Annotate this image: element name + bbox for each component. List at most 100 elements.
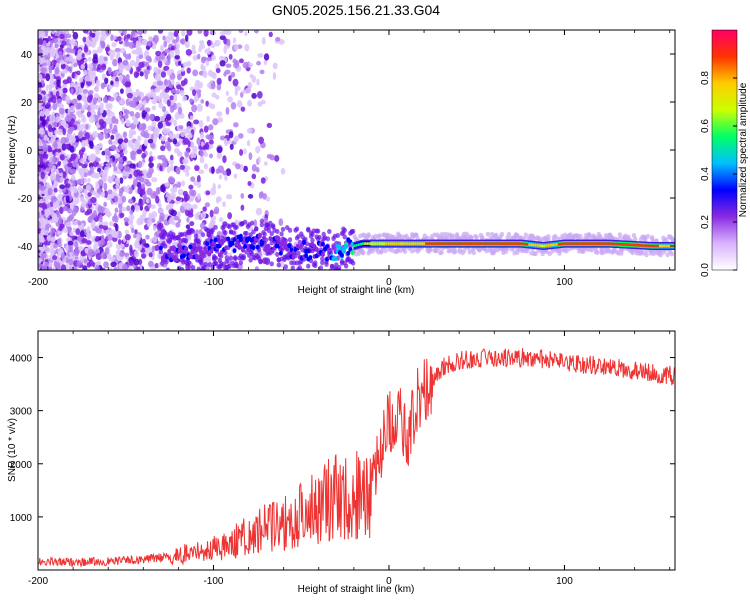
noise-speck <box>104 132 109 140</box>
noise-speck <box>119 212 125 219</box>
noise-speck <box>149 142 156 149</box>
noise-speck <box>186 30 193 36</box>
ridge-point <box>350 250 355 256</box>
noise-speck <box>232 78 239 87</box>
noise-speck <box>71 266 78 270</box>
noise-speck <box>55 151 59 157</box>
noise-speck <box>124 229 130 235</box>
ridge-halo <box>377 233 383 239</box>
ridge-halo <box>335 232 340 238</box>
noise-speck <box>101 63 107 71</box>
noise-speck <box>192 152 197 159</box>
noise-speck <box>249 73 254 79</box>
noise-speck <box>38 48 43 55</box>
noise-speck <box>238 133 244 139</box>
noise-speck <box>136 233 141 242</box>
noise-speck <box>64 95 71 103</box>
noise-speck <box>254 266 260 270</box>
ridge-point <box>238 233 243 239</box>
noise-speck <box>160 145 166 152</box>
y-tick-label: -20 <box>18 194 33 205</box>
noise-speck <box>52 88 57 96</box>
noise-speck <box>48 65 53 71</box>
ridge-halo <box>342 234 347 240</box>
ridge-core <box>414 242 418 245</box>
noise-speck <box>45 73 51 82</box>
noise-speck <box>103 221 109 226</box>
noise-speck <box>131 30 136 37</box>
noise-speck <box>146 187 153 196</box>
ridge-halo <box>276 262 281 268</box>
ridge-halo <box>196 266 201 270</box>
noise-speck <box>184 34 189 42</box>
noise-speck <box>39 185 46 192</box>
snr-y-label: SNR (10 * v/v) <box>7 418 18 482</box>
noise-speck <box>104 46 110 52</box>
noise-speck <box>278 218 284 226</box>
noise-speck <box>92 30 97 33</box>
noise-speck <box>63 137 70 143</box>
ridge-core <box>471 242 475 245</box>
noise-speck <box>124 233 131 241</box>
ridge-point <box>306 248 311 254</box>
noise-speck <box>269 154 275 161</box>
noise-speck <box>50 227 55 234</box>
ridge-core <box>530 243 534 247</box>
ridge-core <box>423 242 426 245</box>
noise-speck <box>44 194 49 202</box>
noise-speck <box>263 59 268 66</box>
ridge-core <box>642 244 645 247</box>
noise-speck <box>61 87 68 94</box>
noise-speck <box>179 89 185 97</box>
noise-speck <box>122 155 127 162</box>
noise-speck <box>160 71 167 78</box>
noise-speck <box>178 138 182 144</box>
noise-speck <box>76 70 81 76</box>
noise-speck <box>51 96 57 104</box>
ridge-halo <box>453 248 458 254</box>
noise-speck <box>251 164 257 172</box>
noise-speck <box>191 104 198 113</box>
ridge-core <box>467 242 470 245</box>
ridge-core <box>469 242 472 245</box>
noise-speck <box>178 60 182 66</box>
noise-speck <box>90 222 96 229</box>
noise-speck <box>164 78 169 86</box>
noise-speck <box>169 33 175 41</box>
noise-speck <box>88 89 94 95</box>
ridge-point <box>188 244 193 250</box>
ridge-core <box>500 242 504 245</box>
noise-speck <box>65 30 69 35</box>
noise-speck <box>107 234 113 241</box>
ridge-core <box>416 242 420 245</box>
ridge-core <box>648 244 651 248</box>
noise-speck <box>130 150 137 157</box>
noise-speck <box>89 30 93 38</box>
noise-speck <box>264 161 268 166</box>
ridge-halo <box>402 249 408 255</box>
noise-speck <box>49 115 55 122</box>
ridge-halo <box>294 226 300 232</box>
noise-speck <box>101 175 107 181</box>
noise-speck <box>125 171 130 178</box>
noise-speck <box>57 128 64 136</box>
noise-speck <box>104 207 110 215</box>
ridge-core <box>559 242 563 246</box>
ridge-halo <box>207 235 213 241</box>
noise-speck <box>136 66 141 72</box>
noise-speck <box>66 154 70 160</box>
snr-x-label: Height of straight line (km) <box>298 584 415 595</box>
noise-speck <box>173 30 179 37</box>
noise-speck <box>113 212 117 219</box>
noise-speck <box>38 99 43 106</box>
ridge-point <box>190 249 195 255</box>
ridge-core <box>442 242 445 245</box>
noise-speck <box>160 184 165 193</box>
noise-speck <box>196 175 201 183</box>
noise-speck <box>87 56 92 62</box>
ridge-core <box>625 243 628 246</box>
noise-speck <box>107 175 112 183</box>
noise-speck <box>128 41 135 49</box>
noise-speck <box>85 228 90 234</box>
noise-speck <box>144 243 150 248</box>
